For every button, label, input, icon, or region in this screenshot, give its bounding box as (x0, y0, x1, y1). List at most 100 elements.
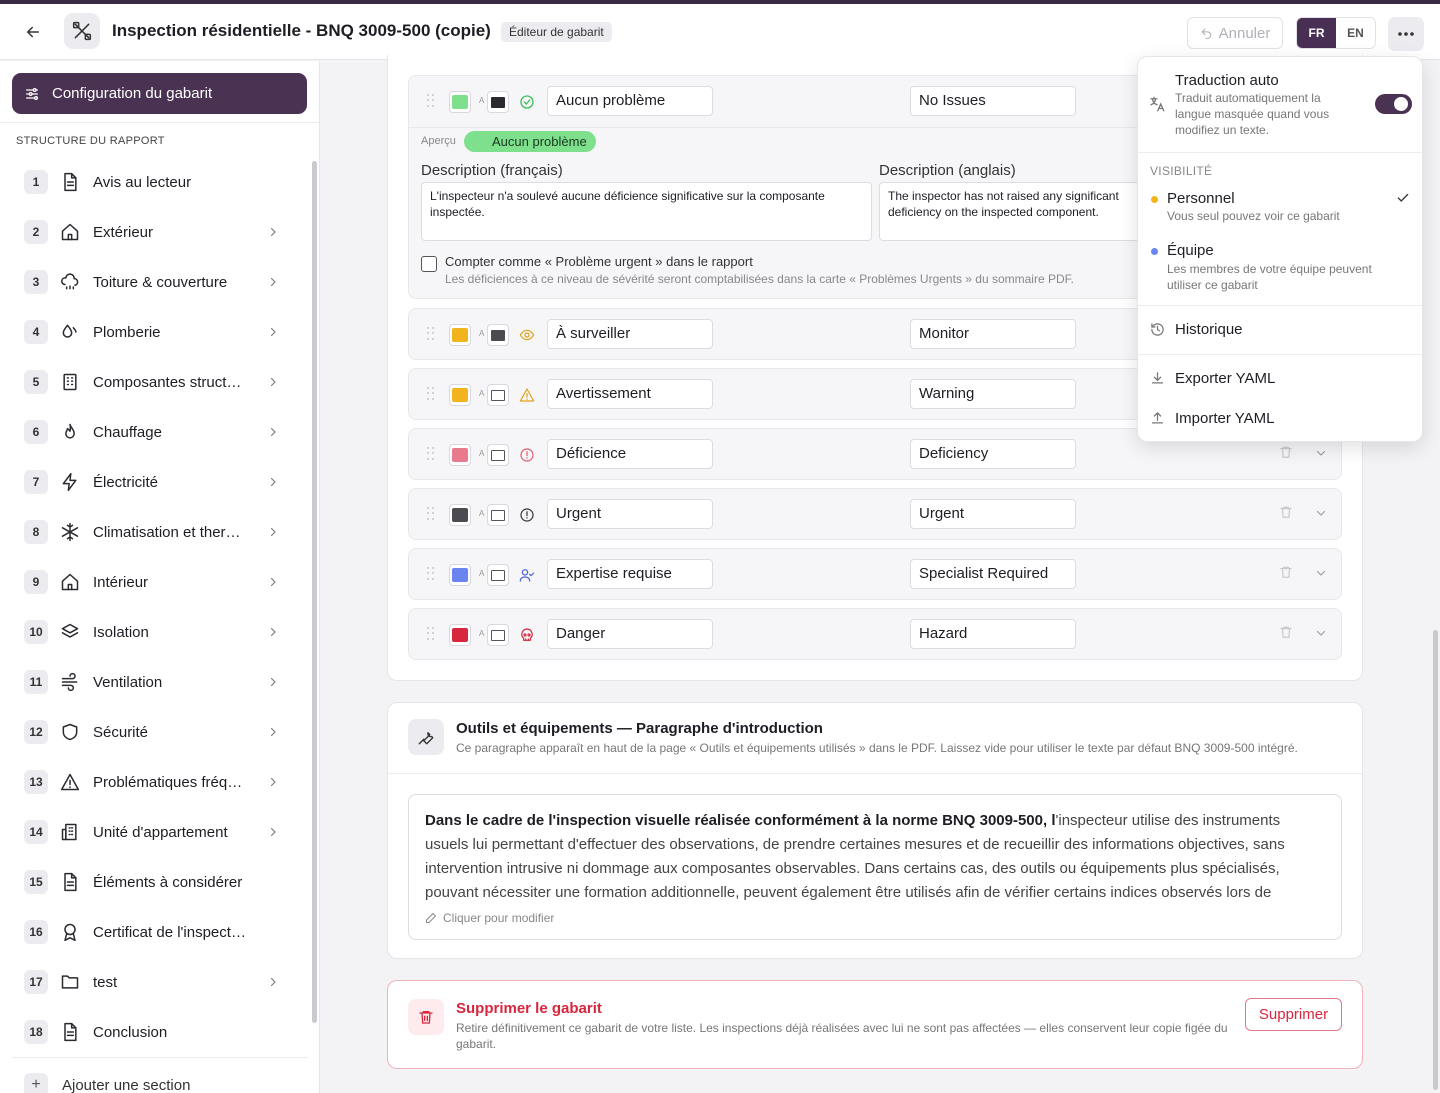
lang-en-button[interactable]: EN (1336, 18, 1375, 48)
severity-name-fr-input[interactable]: Aucun problème (547, 86, 713, 116)
chevron-down-icon[interactable] (1315, 566, 1327, 584)
severity-name-en-input[interactable]: Deficiency (910, 439, 1076, 469)
check-circle-icon[interactable] (517, 91, 537, 113)
sidebar-item[interactable]: 3 Toiture & couverture (24, 265, 284, 299)
chevron-right-icon[interactable] (266, 475, 280, 489)
color-swatch[interactable] (449, 564, 471, 586)
severity-name-en-input[interactable]: Hazard (910, 619, 1076, 649)
add-section-button[interactable]: + Ajouter une section (24, 1073, 190, 1093)
chevron-right-icon[interactable] (266, 725, 280, 739)
edit-hint[interactable]: Cliquer pour modifier (425, 911, 554, 925)
sidebar-item[interactable]: 1 Avis au lecteur (24, 165, 284, 199)
text-color-swatch[interactable] (487, 324, 509, 346)
chevron-right-icon[interactable] (266, 625, 280, 639)
sidebar-item[interactable]: 18 Conclusion (24, 1015, 284, 1049)
color-swatch[interactable] (449, 324, 471, 346)
sidebar-item[interactable]: 6 Chauffage (24, 415, 284, 449)
history-menu-item[interactable]: Historique (1138, 319, 1422, 345)
sidebar-item[interactable]: 13 Problématiques fréq… (24, 765, 284, 799)
color-swatch[interactable] (449, 444, 471, 466)
severity-name-en-input[interactable]: Urgent (910, 499, 1076, 529)
severity-name-fr-input[interactable]: Avertissement (547, 379, 713, 409)
sidebar-scrollbar[interactable] (312, 161, 317, 1023)
sidebar-item[interactable]: 4 Plomberie (24, 315, 284, 349)
drag-handle-icon[interactable] (427, 447, 435, 461)
color-swatch[interactable] (449, 384, 471, 406)
chevron-right-icon[interactable] (266, 525, 280, 539)
lang-fr-button[interactable]: FR (1297, 18, 1336, 48)
severity-name-fr-input[interactable]: Urgent (547, 499, 713, 529)
severity-name-fr-input[interactable]: À surveiller (547, 319, 713, 349)
user-check-icon[interactable] (517, 564, 537, 586)
tools-intro-editor[interactable]: Dans le cadre de l'inspection visuelle r… (408, 794, 1342, 940)
sidebar-item[interactable]: 14 Unité d'appartement (24, 815, 284, 849)
chevron-right-icon[interactable] (266, 375, 280, 389)
chevron-right-icon[interactable] (266, 575, 280, 589)
trash-icon[interactable] (1279, 505, 1293, 524)
chevron-right-icon[interactable] (266, 975, 280, 989)
sidebar-item[interactable]: 8 Climatisation et ther… (24, 515, 284, 549)
text-color-swatch[interactable] (487, 444, 509, 466)
chevron-down-icon[interactable] (1315, 626, 1327, 644)
color-swatch[interactable] (449, 624, 471, 646)
chevron-right-icon[interactable] (266, 775, 280, 789)
chevron-down-icon[interactable] (1315, 446, 1327, 464)
chevron-right-icon[interactable] (266, 225, 280, 239)
drag-handle-icon[interactable] (427, 327, 435, 341)
sidebar-item[interactable]: 15 Éléments à considérer (24, 865, 284, 899)
drag-handle-icon[interactable] (427, 567, 435, 581)
drag-handle-icon[interactable] (427, 387, 435, 401)
export-yaml-menu-item[interactable]: Exporter YAML (1138, 368, 1422, 394)
drag-handle-icon[interactable] (427, 507, 435, 521)
severity-name-en-input[interactable]: Warning (910, 379, 1076, 409)
alert-circle-icon[interactable] (517, 504, 537, 526)
trash-icon[interactable] (1279, 445, 1293, 464)
import-yaml-menu-item[interactable]: Importer YAML (1138, 408, 1422, 434)
sidebar-item[interactable]: 17 test (24, 965, 284, 999)
sidebar-item[interactable]: 10 Isolation (24, 615, 284, 649)
text-color-swatch[interactable] (487, 564, 509, 586)
severity-name-fr-input[interactable]: Expertise requise (547, 559, 713, 589)
desc-fr-textarea[interactable]: L'inspecteur n'a soulevé aucune déficien… (421, 182, 872, 241)
text-color-swatch[interactable] (487, 624, 509, 646)
back-arrow-icon[interactable] (22, 21, 44, 43)
text-color-swatch[interactable] (487, 504, 509, 526)
sidebar-item[interactable]: 16 Certificat de l'inspecteur (24, 915, 284, 949)
chevron-right-icon[interactable] (266, 325, 280, 339)
delete-button[interactable]: Supprimer (1245, 998, 1342, 1031)
text-color-swatch[interactable] (487, 384, 509, 406)
sidebar-item[interactable]: 5 Composantes struct… (24, 365, 284, 399)
chevron-right-icon[interactable] (266, 425, 280, 439)
skull-icon[interactable] (517, 624, 537, 646)
drag-handle-icon[interactable] (427, 94, 435, 108)
undo-button[interactable]: Annuler (1187, 17, 1283, 49)
visibility-personal-option[interactable]: Personnel Vous seul pouvez voir ce gabar… (1138, 187, 1422, 231)
color-swatch[interactable] (449, 91, 471, 113)
severity-name-fr-input[interactable]: Déficience (547, 439, 713, 469)
chevron-down-icon[interactable] (1315, 506, 1327, 524)
urgent-checkbox[interactable] (421, 256, 437, 272)
severity-name-fr-input[interactable]: Danger (547, 619, 713, 649)
auto-translate-toggle[interactable] (1375, 94, 1412, 114)
sidebar-item[interactable]: 11 Ventilation (24, 665, 284, 699)
more-options-button[interactable] (1388, 17, 1424, 51)
color-swatch[interactable] (449, 504, 471, 526)
eye-icon[interactable] (517, 324, 537, 346)
main-scrollbar[interactable] (1433, 630, 1438, 1090)
trash-icon[interactable] (1279, 625, 1293, 644)
sidebar-item[interactable]: 2 Extérieur (24, 215, 284, 249)
severity-name-en-input[interactable]: Monitor (910, 319, 1076, 349)
chevron-right-icon[interactable] (266, 825, 280, 839)
warning-icon[interactable] (517, 384, 537, 406)
desc-en-textarea[interactable]: The inspector has not raised any signifi… (879, 182, 1139, 241)
text-color-swatch[interactable] (487, 91, 509, 113)
chevron-right-icon[interactable] (266, 275, 280, 289)
alert-circle-icon[interactable] (517, 444, 537, 466)
visibility-team-option[interactable]: Équipe Les membres de votre équipe peuve… (1138, 239, 1422, 299)
sidebar-item[interactable]: 12 Sécurité (24, 715, 284, 749)
drag-handle-icon[interactable] (427, 627, 435, 641)
severity-name-en-input[interactable]: No Issues (910, 86, 1076, 116)
chevron-right-icon[interactable] (266, 675, 280, 689)
trash-icon[interactable] (1279, 565, 1293, 584)
template-config-button[interactable]: Configuration du gabarit (12, 73, 307, 114)
